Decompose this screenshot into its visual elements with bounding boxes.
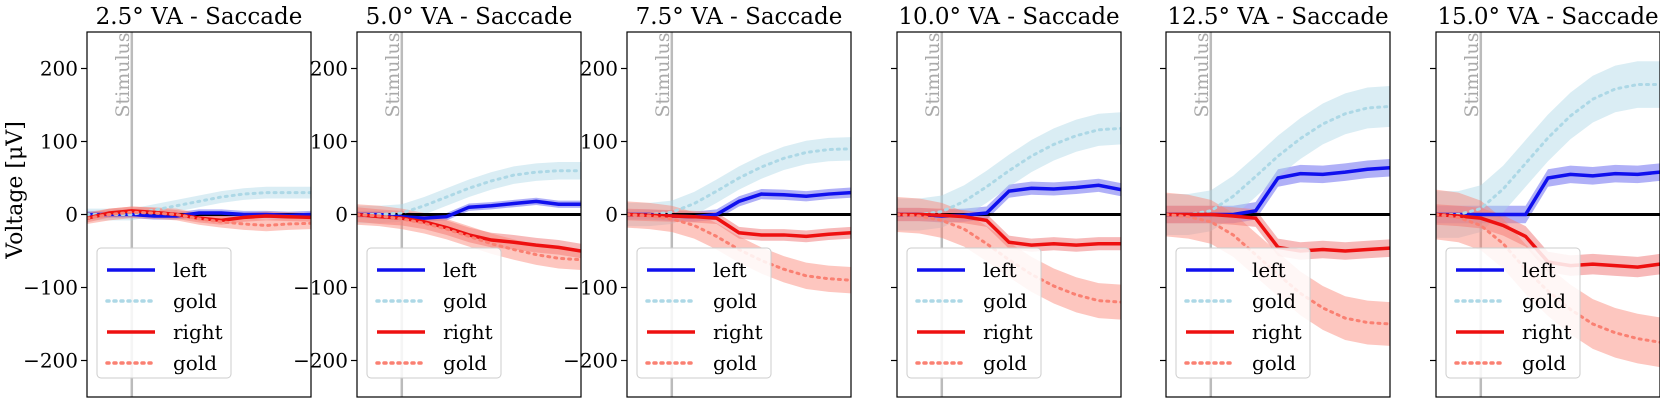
plot-area bbox=[627, 32, 851, 397]
band-gold-right bbox=[627, 201, 851, 294]
legend-label: left bbox=[983, 258, 1017, 282]
band-right bbox=[897, 207, 1121, 252]
band-gold-left bbox=[627, 137, 851, 227]
panel-title: 15.0° VA - Saccade bbox=[1437, 4, 1658, 30]
panel-title: 10.0° VA - Saccade bbox=[898, 4, 1119, 30]
y-tick-label: 0 bbox=[65, 203, 78, 227]
legend-label: gold bbox=[443, 289, 487, 313]
legend-label: left bbox=[173, 258, 207, 282]
legend-label: gold bbox=[1252, 351, 1296, 375]
band-gold-left bbox=[1166, 86, 1390, 235]
legend-label: gold bbox=[983, 351, 1027, 375]
legend-label: left bbox=[1522, 258, 1556, 282]
legend-label: right bbox=[173, 320, 223, 344]
y-tick-label: 200 bbox=[40, 57, 78, 81]
panel-title: 5.0° VA - Saccade bbox=[366, 4, 573, 30]
legend-label: gold bbox=[713, 351, 757, 375]
y-tick-label: 100 bbox=[580, 130, 618, 154]
series-gold-right bbox=[1166, 213, 1390, 326]
y-tick-label: −200 bbox=[23, 349, 78, 373]
legend-label: right bbox=[443, 320, 493, 344]
y-tick-label: −100 bbox=[293, 276, 348, 300]
series-gold-left bbox=[357, 169, 581, 216]
legend-label: gold bbox=[1252, 289, 1296, 313]
legend-label: gold bbox=[173, 289, 217, 313]
stimulus-label: Stimulus bbox=[922, 32, 944, 117]
plot-area bbox=[357, 32, 581, 397]
series-gold-left bbox=[897, 126, 1121, 216]
series-right bbox=[627, 212, 851, 239]
legend bbox=[636, 247, 772, 379]
stimulus-label: Stimulus bbox=[1461, 32, 1483, 117]
legend-label: right bbox=[1252, 320, 1302, 344]
band-left bbox=[1436, 163, 1660, 224]
y-axis-label: Voltage [μV] bbox=[3, 121, 28, 260]
legend-label: gold bbox=[443, 351, 487, 375]
panel-title: 2.5° VA - Saccade bbox=[96, 4, 303, 30]
y-tick-label: 200 bbox=[310, 57, 348, 81]
y-tick-label: 0 bbox=[335, 203, 348, 227]
legend-label: left bbox=[443, 258, 477, 282]
y-tick-label: 100 bbox=[310, 130, 348, 154]
y-tick-label: −200 bbox=[563, 349, 618, 373]
legend-label: left bbox=[1252, 258, 1286, 282]
series-gold-left bbox=[627, 147, 851, 216]
legend bbox=[96, 247, 232, 379]
legend-label: right bbox=[713, 320, 763, 344]
series-gold-right bbox=[87, 210, 311, 227]
panel-title: 12.5° VA - Saccade bbox=[1167, 4, 1388, 30]
y-tick-label: −200 bbox=[293, 349, 348, 373]
stimulus-label: Stimulus bbox=[1191, 32, 1213, 117]
legend-label: gold bbox=[1522, 351, 1566, 375]
series-gold-left bbox=[1166, 104, 1390, 216]
panel-title: 7.5° VA - Saccade bbox=[636, 4, 843, 30]
series-gold-right bbox=[897, 213, 1121, 304]
legend-label: gold bbox=[983, 289, 1027, 313]
series-left bbox=[1436, 170, 1660, 217]
series-right bbox=[1166, 212, 1390, 253]
legend bbox=[906, 247, 1042, 379]
y-tick-label: 100 bbox=[40, 130, 78, 154]
legend bbox=[1175, 247, 1311, 379]
series-gold-left bbox=[87, 191, 311, 216]
legend-label: right bbox=[983, 320, 1033, 344]
y-tick-label: −100 bbox=[23, 276, 78, 300]
y-tick-label: 0 bbox=[605, 203, 618, 227]
legend-label: gold bbox=[713, 289, 757, 313]
series-gold-left bbox=[1436, 83, 1660, 216]
legend-label: gold bbox=[1522, 289, 1566, 313]
legend bbox=[1445, 247, 1581, 379]
panels: 2.5° VA - SaccadeStimulus−200−1000100200… bbox=[23, 4, 1660, 398]
legend bbox=[366, 247, 502, 379]
stimulus-label: Stimulus bbox=[382, 32, 404, 117]
band-right bbox=[1166, 205, 1390, 260]
stimulus-label: Stimulus bbox=[112, 32, 134, 117]
legend-label: left bbox=[713, 258, 747, 282]
band-gold-left bbox=[1436, 61, 1660, 238]
series-right bbox=[897, 212, 1121, 247]
legend-label: gold bbox=[173, 351, 217, 375]
stimulus-label: Stimulus bbox=[652, 32, 674, 117]
y-tick-label: 200 bbox=[580, 57, 618, 81]
series-gold-right bbox=[357, 213, 581, 262]
plot-area bbox=[87, 32, 311, 397]
y-tick-label: −100 bbox=[563, 276, 618, 300]
band-gold-left bbox=[897, 112, 1121, 231]
legend-label: right bbox=[1522, 320, 1572, 344]
